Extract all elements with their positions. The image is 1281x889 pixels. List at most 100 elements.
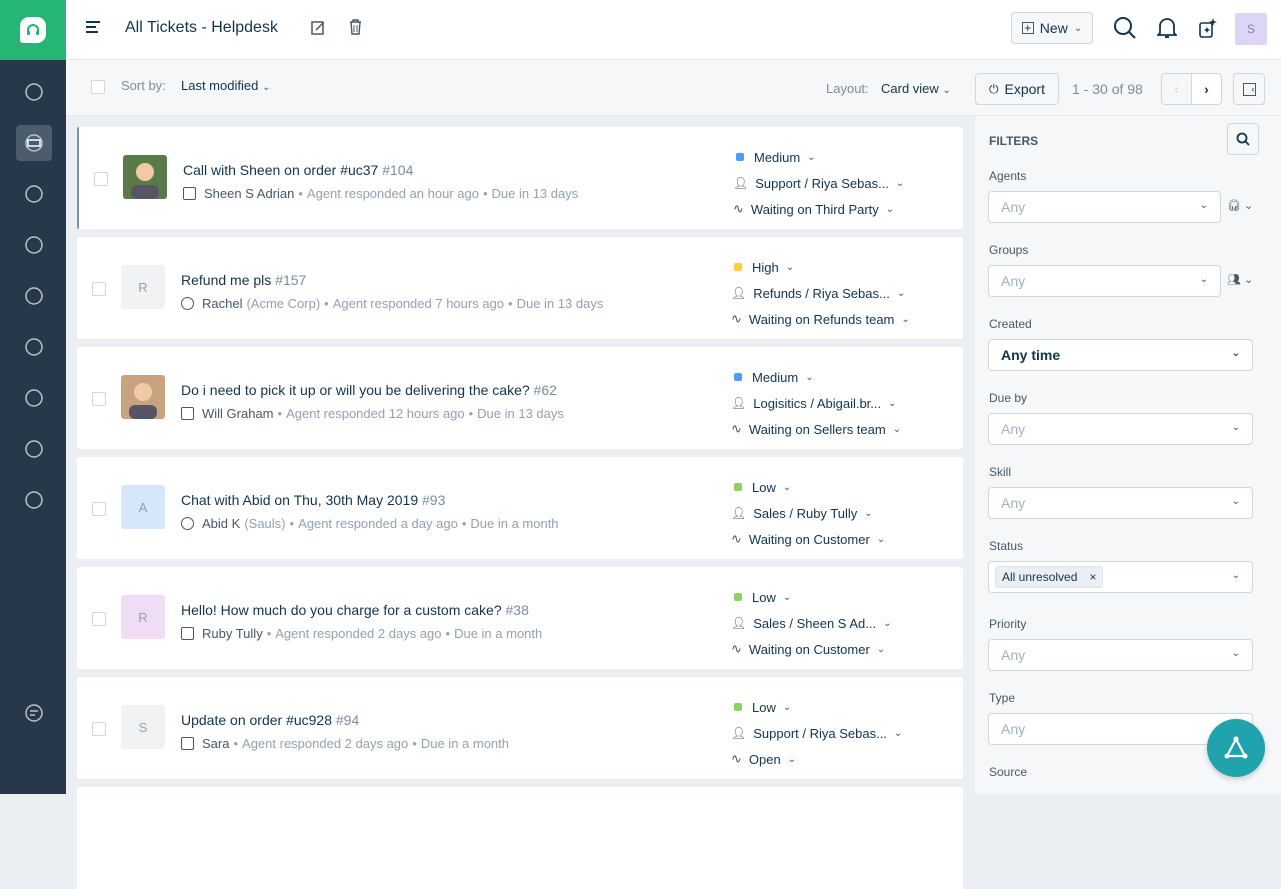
remove-chip-icon[interactable]: × xyxy=(1089,570,1097,584)
group-icon[interactable]: 👥︎ ⌄ xyxy=(1227,274,1254,286)
ticket-id: #62 xyxy=(533,382,557,398)
assignee-dropdown[interactable]: 👤︎ Refunds / Riya Sebas... ⌄ xyxy=(731,285,906,301)
assignee-dropdown[interactable]: 👤︎ Sales / Ruby Tully ⌄ xyxy=(731,505,873,521)
requester-name[interactable]: Will Graham xyxy=(202,406,274,421)
headset-icon[interactable]: 🎧︎ ⌄ xyxy=(1227,200,1254,212)
requester-name[interactable]: Abid K xyxy=(202,516,241,531)
ticket-card[interactable]: Do i need to pick it up or will you be d… xyxy=(77,347,963,449)
filter-skill-select[interactable]: Any ⌄ xyxy=(988,487,1253,519)
filter-groups-select[interactable]: Any ⌄ xyxy=(988,265,1221,297)
ticket-meta: Ruby Tully • Agent responded 2 days ago • Du… xyxy=(181,626,542,641)
chevron-down-icon: ⌄ xyxy=(1073,22,1083,34)
ticket-checkbox[interactable] xyxy=(92,722,106,736)
filter-label: Type xyxy=(989,691,1016,705)
ticket-card[interactable]: A Chat with Abid on Thu, 30th May 2019 #… xyxy=(77,457,963,559)
ticket-card[interactable]: R Refund me pls #157 Rachel (Acme Corp) • A… xyxy=(77,237,963,339)
ticket-title[interactable]: Chat with Abid on Thu, 30th May 2019 #93 xyxy=(181,492,446,508)
priority-dropdown[interactable]: High ⌄ xyxy=(731,254,910,280)
status-dropdown[interactable]: ∿ Waiting on Customer ⌄ xyxy=(731,531,886,547)
assignee-dropdown[interactable]: 👤︎ Support / Riya Sebas... ⌄ xyxy=(731,725,903,741)
ticket-title[interactable]: Call with Sheen on order #uc37 #104 xyxy=(183,162,414,178)
requester-name[interactable]: Sara xyxy=(202,736,230,751)
activity-icon: ∿ xyxy=(731,311,742,326)
priority-dropdown[interactable]: Low ⌄ xyxy=(731,584,891,610)
chevron-down-icon: ⌄ xyxy=(787,753,797,765)
chevron-down-icon: ⌄ xyxy=(892,423,902,435)
filter-priority-select[interactable]: Any ⌄ xyxy=(988,639,1253,671)
ticket-checkbox[interactable] xyxy=(92,392,106,406)
priority-dropdown[interactable]: Medium ⌄ xyxy=(731,364,901,390)
ticket-title[interactable]: Refund me pls #157 xyxy=(181,272,307,288)
ticket-meta: Will Graham • Agent responded 12 hours ago… xyxy=(181,406,564,421)
ticket-title[interactable]: Hello! How much do you charge for a cust… xyxy=(181,602,529,618)
chevron-down-icon: ⌄ xyxy=(807,151,816,163)
sort-dropdown[interactable]: Last modified ⌄ xyxy=(181,78,271,93)
toggle-filters-button[interactable]: ‹ xyxy=(1233,73,1265,105)
priority-dropdown[interactable]: Low ⌄ xyxy=(731,474,885,500)
status-dropdown[interactable]: ∿ Waiting on Third Party ⌄ xyxy=(733,201,895,217)
sidebar-item-3[interactable] xyxy=(16,227,52,263)
sidebar-item-6[interactable] xyxy=(16,380,52,416)
filter-status-select[interactable]: All unresolved × ⌄ xyxy=(988,561,1253,593)
sidebar-item-5[interactable] xyxy=(16,329,52,365)
assignee-dropdown[interactable]: 👤︎ Support / Riya Sebas... ⌄ xyxy=(733,175,905,191)
priority-dropdown[interactable]: Low ⌄ xyxy=(731,694,902,720)
trash-icon[interactable] xyxy=(349,19,362,40)
sidebar-item-chat[interactable] xyxy=(16,695,52,731)
ticket-meta: Sheen S Adrian • Agent responded an hour a… xyxy=(183,186,578,201)
search-icon[interactable] xyxy=(1113,16,1137,45)
ticket-card[interactable]: S Update on order #uc928 #94 Sara • Agent … xyxy=(77,677,963,779)
ticket-card[interactable] xyxy=(77,787,963,889)
phone-icon xyxy=(183,187,196,200)
filter-label: Due by xyxy=(989,391,1028,405)
sidebar-item-7[interactable] xyxy=(16,431,52,467)
filter-created-select[interactable]: Any time ⌄ xyxy=(988,339,1253,371)
ticket-title[interactable]: Update on order #uc928 #94 xyxy=(181,712,360,728)
sidebar-item-8[interactable] xyxy=(16,482,52,518)
ticket-card[interactable]: R Hello! How much do you charge for a cu… xyxy=(77,567,963,669)
edit-icon[interactable] xyxy=(311,20,325,40)
due-date: Due in a month xyxy=(420,736,510,751)
ticket-checkbox[interactable] xyxy=(92,612,106,626)
filter-due-by-select[interactable]: Any ⌄ xyxy=(988,413,1253,445)
requester-name[interactable]: Rachel xyxy=(202,296,243,311)
logo[interactable] xyxy=(0,0,66,60)
new-button[interactable]: + New ⌄ xyxy=(1011,12,1093,44)
due-date: Due in 13 days xyxy=(516,296,604,311)
sidebar-item-4[interactable] xyxy=(16,278,52,314)
chevron-down-icon: ⌄ xyxy=(885,203,895,215)
menu-icon[interactable] xyxy=(86,20,100,39)
status-dropdown[interactable]: ∿ Waiting on Customer ⌄ xyxy=(731,641,886,657)
assignee-dropdown[interactable]: 👤︎ Logisitics / Abigail.br... ⌄ xyxy=(731,395,897,411)
sidebar-item-1[interactable] xyxy=(16,125,52,161)
sparkle-apps-icon[interactable] xyxy=(1198,17,1220,44)
requester-name[interactable]: Sheen S Adrian xyxy=(204,186,295,201)
portal-icon xyxy=(181,407,194,420)
ticket-checkbox[interactable] xyxy=(92,282,106,296)
ticket-card[interactable]: Call with Sheen on order #uc37 #104 Shee… xyxy=(77,127,963,229)
filter-search-button[interactable] xyxy=(1227,123,1259,155)
ticket-checkbox[interactable] xyxy=(94,172,108,186)
ticket-title[interactable]: Do i need to pick it up or will you be d… xyxy=(181,382,557,398)
status-dropdown[interactable]: ∿ Waiting on Sellers team ⌄ xyxy=(731,421,902,437)
filter-agents-select[interactable]: Any ⌄ xyxy=(988,191,1221,223)
sidebar-item-0[interactable] xyxy=(16,74,52,110)
next-page-button[interactable]: › xyxy=(1191,73,1222,105)
priority-indicator xyxy=(734,703,742,711)
requester-avatar: R xyxy=(121,265,165,309)
sidebar-item-2[interactable] xyxy=(16,176,52,212)
user-avatar[interactable]: S xyxy=(1235,13,1267,45)
priority-dropdown[interactable]: Medium ⌄ xyxy=(733,144,904,170)
export-button[interactable]: ⏻ Export xyxy=(975,73,1059,105)
select-all-checkbox[interactable] xyxy=(91,80,105,94)
assignee-dropdown[interactable]: 👤︎ Sales / Sheen S Ad... ⌄ xyxy=(731,615,892,631)
status-dropdown[interactable]: ∿ Open ⌄ xyxy=(731,751,797,767)
requester-name[interactable]: Ruby Tully xyxy=(202,626,263,641)
status-dropdown[interactable]: ∿ Waiting on Refunds team ⌄ xyxy=(731,311,910,327)
prev-page-button[interactable]: ‹ xyxy=(1161,73,1192,105)
activity-icon: ∿ xyxy=(731,751,742,766)
apps-fab-button[interactable] xyxy=(1207,719,1265,777)
layout-dropdown[interactable]: Card view ⌄ xyxy=(881,81,951,96)
ticket-checkbox[interactable] xyxy=(92,502,106,516)
bell-icon[interactable] xyxy=(1155,16,1179,45)
